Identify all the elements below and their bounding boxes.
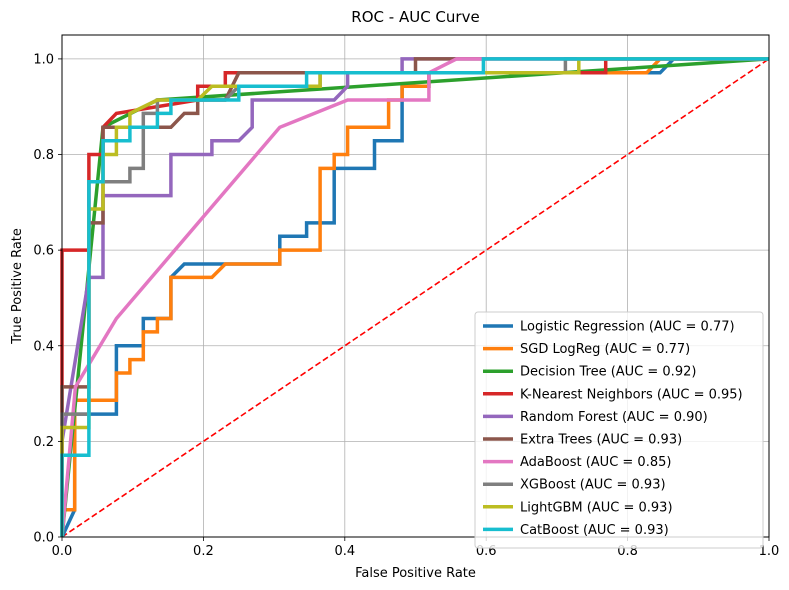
x-tick-label: 0.2 — [193, 544, 214, 559]
legend-label-8: LightGBM (AUC = 0.93) — [520, 500, 673, 515]
y-tick-label: 0.0 — [33, 531, 54, 546]
grid-layer — [61, 35, 770, 538]
legend-label-1: SGD LogReg (AUC = 0.77) — [520, 342, 690, 357]
x-tick-label: 0.4 — [334, 544, 355, 559]
legend-label-6: AdaBoost (AUC = 0.85) — [520, 455, 671, 470]
chart-title: ROC - AUC Curve — [351, 8, 479, 26]
y-tick-label: 1.0 — [33, 52, 54, 67]
chance-diagonal-line — [61, 58, 770, 538]
y-axis-label: True Positive Rate — [10, 228, 25, 345]
legend-label-9: CatBoost (AUC = 0.93) — [520, 523, 669, 538]
legend-label-2: Decision Tree (AUC = 0.92) — [520, 365, 696, 380]
legend-label-3: K-Nearest Neighbors (AUC = 0.95) — [520, 387, 743, 402]
x-tick-label: 1.0 — [759, 544, 780, 559]
y-tick-label: 0.4 — [33, 339, 54, 354]
x-axis-label: False Positive Rate — [355, 566, 476, 581]
legend-box — [474, 311, 764, 549]
legend-label-0: Logistic Regression (AUC = 0.77) — [520, 320, 735, 335]
legend-label-5: Extra Trees (AUC = 0.93) — [520, 433, 682, 448]
legend: Logistic Regression (AUC = 0.77) SGD LogR… — [474, 311, 764, 549]
series-line-1 — [60, 57, 769, 537]
series-layer — [60, 57, 770, 538]
legend-label-4: Random Forest (AUC = 0.90) — [520, 410, 708, 425]
y-tick-label: 0.2 — [33, 435, 54, 450]
series-line-9 — [60, 57, 769, 537]
tick-layer: 0.0 0.2 0.4 0.6 0.8 1.00.00.20.40.60.81.0 — [33, 52, 779, 559]
x-tick-label: 0.0 — [52, 544, 73, 559]
y-tick-label: 0.6 — [33, 244, 54, 259]
legend-label-7: XGBoost (AUC = 0.93) — [520, 478, 666, 493]
plot-frame — [61, 34, 770, 538]
legend-items: Logistic Regression (AUC = 0.77) SGD LogR… — [483, 320, 743, 538]
diagonal-layer — [61, 58, 770, 538]
y-tick-label: 0.8 — [33, 148, 54, 163]
